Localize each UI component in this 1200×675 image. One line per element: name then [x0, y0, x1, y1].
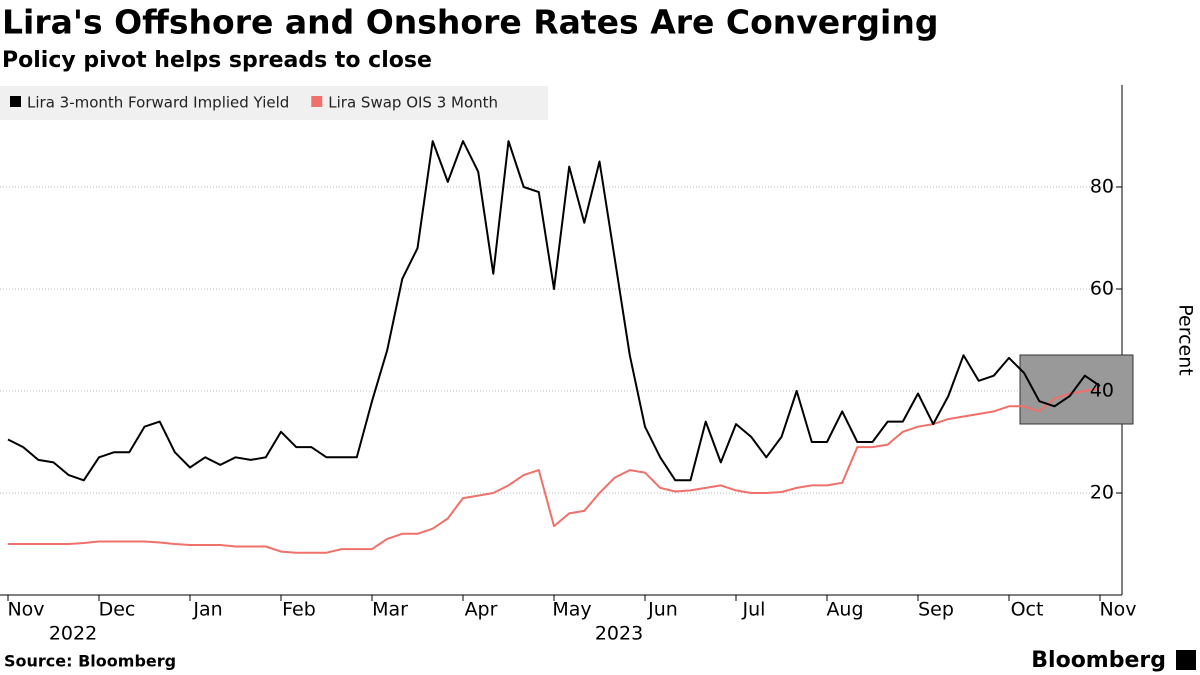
chart-subtitle: Policy pivot helps spreads to close: [2, 48, 432, 73]
x-tick-label: Apr: [465, 599, 498, 621]
x-tick-label: Nov: [7, 599, 44, 621]
x-tick-label: May: [552, 599, 591, 621]
chart-title: Lira's Offshore and Onshore Rates Are Co…: [2, 3, 938, 42]
legend-label: Lira 3-month Forward Implied Yield: [27, 94, 289, 112]
legend-swatch: [311, 96, 323, 107]
x-tick-label: Jan: [192, 599, 222, 621]
legend-swatch: [10, 96, 21, 107]
legend-label: Lira Swap OIS 3 Month: [328, 94, 498, 112]
x-tick-label: Sep: [918, 599, 954, 621]
legend: [0, 86, 548, 120]
y-tick-label: 40: [1090, 380, 1114, 402]
legend-items: Lira 3-month Forward Implied Yield Lira S…: [10, 94, 498, 112]
series-line: [7, 140, 1101, 482]
highlight-box: [1019, 354, 1134, 425]
brand-icon: [1176, 650, 1196, 670]
y-tick-label: 20: [1090, 482, 1114, 504]
source: Source: Bloomberg: [4, 652, 176, 671]
year-label: 2022: [49, 623, 97, 645]
x-tick-label: Jul: [742, 599, 766, 621]
x-tick-label: Nov: [1099, 599, 1136, 621]
y-tick-label: 60: [1090, 278, 1114, 300]
series-line: [8, 387, 1101, 554]
x-tick-label: Aug: [826, 599, 863, 621]
lines: [7, 140, 1101, 554]
y-tick-label: 80: [1090, 176, 1114, 198]
x-tick-label: Feb: [282, 599, 316, 621]
year-label: 2023: [595, 623, 643, 645]
x-tick-label: Dec: [99, 599, 136, 621]
brand: Bloomberg: [1031, 648, 1166, 673]
x-tick-label: Oct: [1011, 599, 1044, 621]
x-tick-label: Jun: [647, 599, 678, 621]
y-axis-label: Percent: [1175, 304, 1197, 376]
x-tick-label: Mar: [372, 599, 408, 621]
